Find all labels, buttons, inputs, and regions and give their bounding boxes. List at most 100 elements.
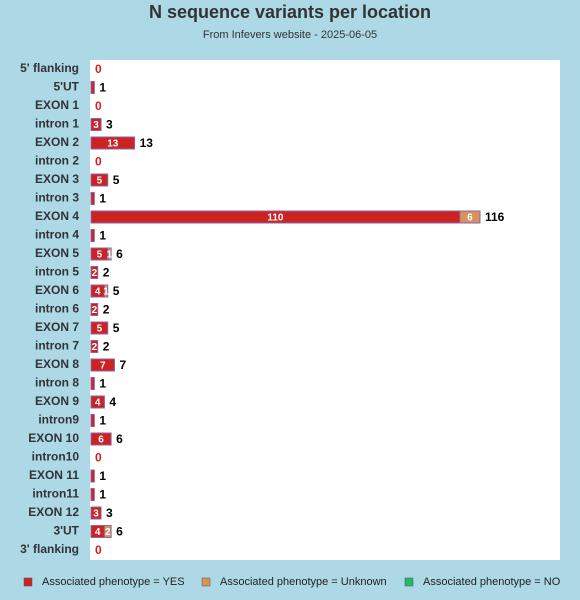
segment-label: 1 — [103, 287, 109, 298]
bar-segment — [90, 340, 99, 353]
category-label: EXON 3 — [35, 172, 79, 186]
segment-label: 7 — [100, 361, 106, 372]
total-label: 2 — [103, 266, 110, 280]
total-label: 1 — [99, 488, 106, 502]
total-label: 116 — [485, 210, 505, 224]
segment-label: 6 — [98, 435, 104, 446]
category-label: EXON 9 — [35, 394, 79, 408]
legend-label: Associated phenotype = Unknown — [220, 576, 387, 588]
bar-segment — [90, 192, 95, 205]
category-label: EXON 2 — [35, 135, 79, 149]
chart-subtitle: From Infevers website - 2025-06-05 — [203, 29, 377, 41]
total-label: 2 — [103, 340, 110, 354]
category-label: intron9 — [38, 413, 79, 427]
total-label: 4 — [109, 395, 116, 409]
total-label: 1 — [99, 192, 106, 206]
category-label: 3' flanking — [20, 542, 79, 556]
category-label: EXON 7 — [35, 320, 79, 334]
category-label: intron 3 — [35, 191, 79, 205]
legend-swatch — [23, 577, 33, 587]
total-label: 3 — [106, 118, 113, 132]
legend-swatch — [404, 577, 414, 587]
category-label: intron 7 — [35, 339, 79, 353]
category-label: intron 4 — [35, 228, 79, 242]
bar-segment — [90, 303, 99, 316]
bar-segment — [90, 432, 112, 446]
bar-segment — [90, 506, 102, 520]
category-label: intron 5 — [35, 265, 79, 279]
category-label: EXON 1 — [35, 98, 79, 112]
bar-segment — [90, 377, 95, 390]
total-label: 0 — [95, 155, 102, 169]
total-label: 1 — [99, 229, 106, 243]
bar-segment — [103, 284, 109, 298]
total-label: 6 — [116, 525, 123, 539]
total-label: 0 — [95, 99, 102, 113]
bar-segment — [90, 488, 95, 501]
category-label: 5' flanking — [20, 61, 79, 75]
segment-label: 6 — [467, 213, 473, 224]
legend-swatch — [201, 577, 211, 587]
total-label: 0 — [95, 543, 102, 557]
bar-segment — [107, 247, 112, 261]
segment-label: 4 — [95, 398, 101, 409]
category-label: EXON 4 — [35, 209, 79, 223]
segment-label: 4 — [95, 287, 101, 298]
bar-segment — [90, 81, 95, 94]
category-label: EXON 10 — [28, 431, 79, 445]
category-label: intron10 — [32, 450, 80, 464]
total-label: 2 — [103, 303, 110, 317]
total-label: 1 — [99, 414, 106, 428]
segment-label: 4 — [95, 527, 101, 538]
total-label: 5 — [113, 173, 120, 187]
total-label: 5 — [113, 284, 120, 298]
category-label: EXON 6 — [35, 283, 79, 297]
category-label: EXON 12 — [28, 505, 79, 519]
segment-label: 2 — [105, 527, 111, 538]
segment-label: 5 — [97, 250, 103, 261]
bar-segment — [90, 414, 95, 427]
total-label: 7 — [119, 358, 126, 372]
segment-label: 2 — [92, 268, 98, 279]
bar-segment — [90, 469, 95, 483]
category-label: 3'UT — [53, 524, 79, 538]
segment-label: 3 — [93, 509, 99, 520]
bar-segment — [90, 229, 95, 242]
total-label: 0 — [95, 451, 102, 465]
total-label: 6 — [116, 432, 123, 446]
category-label: intron 6 — [35, 302, 79, 316]
bar-segment — [90, 395, 105, 409]
segment-label: 2 — [92, 305, 98, 316]
chart-title: N sequence variants per location — [149, 2, 431, 22]
bar-segment — [90, 118, 102, 131]
total-label: 6 — [116, 247, 123, 261]
category-label: 5'UT — [53, 80, 79, 94]
plot-area — [90, 60, 560, 560]
segment-label: 5 — [97, 324, 103, 335]
category-label: intron 2 — [35, 154, 79, 168]
category-label: EXON 8 — [35, 357, 79, 371]
segment-label: 5 — [97, 176, 103, 187]
category-label: EXON 11 — [29, 468, 79, 482]
category-label: intron11 — [32, 487, 79, 501]
total-label: 1 — [99, 377, 106, 391]
segment-label: 3 — [93, 120, 99, 131]
segment-label: 2 — [92, 342, 98, 353]
total-label: 5 — [113, 321, 120, 335]
category-label: intron 8 — [35, 376, 79, 390]
bar-segment — [459, 210, 481, 224]
segment-label: 1 — [107, 250, 113, 261]
bar-segment — [103, 525, 112, 538]
legend-label: Associated phenotype = NO — [423, 576, 561, 588]
bar-segment — [90, 266, 99, 279]
bar-segment — [90, 321, 109, 335]
bar-segment — [90, 358, 115, 372]
legend-label: Associated phenotype = YES — [42, 576, 185, 588]
total-label: 1 — [99, 469, 106, 483]
segment-label: 110 — [267, 213, 284, 224]
bar-segment — [90, 136, 136, 150]
total-label: 0 — [95, 62, 102, 76]
segment-label: 13 — [107, 139, 119, 150]
category-label: EXON 5 — [35, 246, 79, 260]
